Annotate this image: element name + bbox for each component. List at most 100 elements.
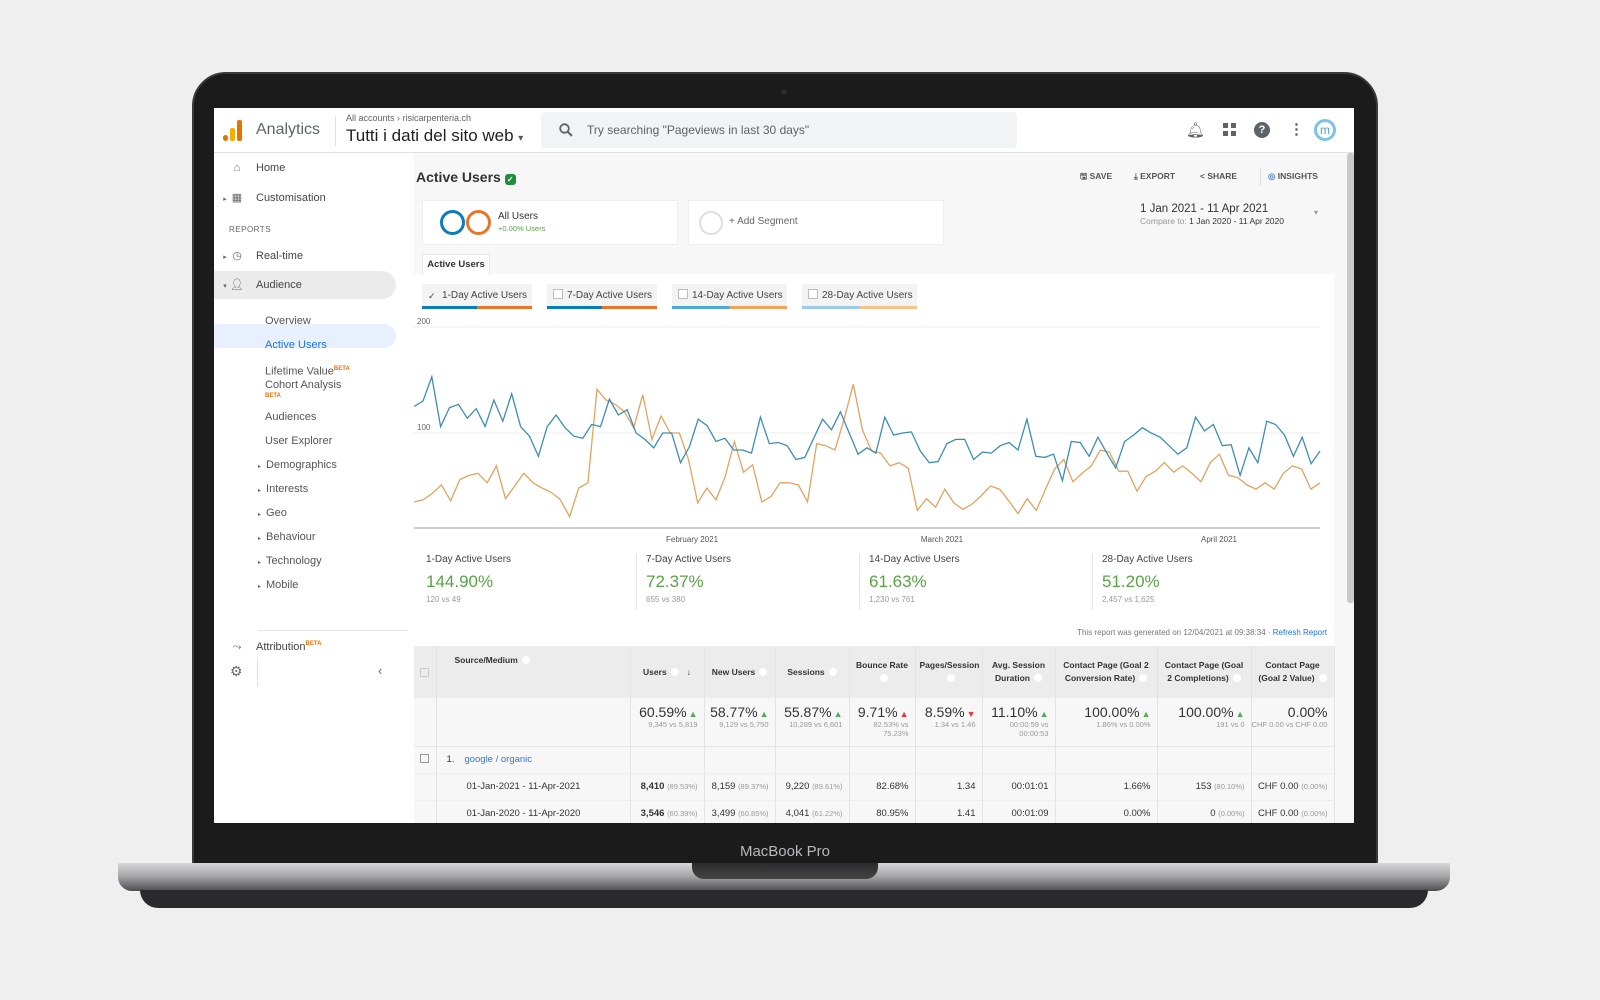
metric-chip[interactable]: 28-Day Active Users [802, 284, 917, 309]
sidebar-subitem[interactable]: ▸ Behaviour [258, 525, 316, 549]
date-range: 1 Jan 2021 - 11 Apr 2021 [1140, 203, 1269, 215]
checkbox-icon[interactable] [808, 289, 818, 299]
help-icon[interactable] [1139, 674, 1148, 682]
sidebar-subitem[interactable]: ▸ Demographics [258, 453, 337, 477]
sidebar-subitem[interactable]: Overview [265, 309, 311, 333]
total-comparison: 191 vs 0 [1216, 720, 1245, 729]
expand-arrow-icon: ▸ [258, 488, 262, 494]
sidebar-subitem[interactable]: Lifetime ValueBETA [265, 357, 350, 381]
column-header[interactable]: New Users [704, 646, 776, 698]
help-icon[interactable] [828, 667, 837, 676]
metric-chip[interactable]: 14-Day Active Users [672, 284, 787, 309]
help-icon[interactable] [1033, 674, 1042, 682]
sidebar-subitem[interactable]: Active Users [265, 333, 327, 357]
add-segment-button[interactable]: + Add Segment [688, 200, 944, 245]
help-icon[interactable] [946, 674, 955, 682]
checkbox-icon[interactable] [678, 289, 688, 299]
sidebar-item-customisation[interactable]: ▸ ▦ Customisation [220, 186, 325, 210]
insights-button[interactable]: ◎ INSIGHTS [1268, 171, 1318, 182]
help-icon[interactable]: ? [1254, 122, 1270, 138]
sidebar-item-home[interactable]: ⌂ Home [230, 156, 286, 180]
sidebar-subitem[interactable]: ▸ Geo [258, 501, 287, 525]
checkbox-icon[interactable] [553, 289, 563, 299]
gear-icon[interactable]: ⚙ [230, 663, 243, 679]
metric-cell: 3,546 (60.39%) [630, 800, 705, 823]
export-button[interactable]: ⤓ EXPORT [1134, 171, 1175, 182]
select-all-checkbox[interactable] [420, 667, 430, 677]
tab-active-users[interactable]: Active Users [422, 254, 490, 275]
cell-value: 8,410 [640, 780, 665, 792]
scrollbar[interactable] [1347, 153, 1354, 603]
cell-percent: (89.61%) [812, 781, 843, 791]
save-button[interactable]: 🖫 SAVE [1080, 171, 1112, 185]
empty-cell [1157, 746, 1252, 774]
arrow-up-icon: ▲ [899, 709, 909, 719]
bell-icon[interactable]: 🔔︎ [1186, 122, 1206, 139]
cell-value: 9,220 [785, 780, 810, 792]
column-header[interactable]: Bounce Rate [849, 646, 916, 698]
more-vert-icon[interactable]: ⋮ [1289, 121, 1304, 138]
help-icon[interactable] [759, 667, 768, 676]
cell-value: 153 [1195, 780, 1212, 792]
checkbox-checked-icon[interactable]: ✓ [428, 291, 436, 301]
search-bar[interactable]: Try searching "Pageviews in last 30 days… [541, 112, 1017, 148]
refresh-report-link[interactable]: Refresh Report [1272, 628, 1327, 637]
help-icon[interactable] [670, 667, 679, 676]
scorecard[interactable]: 14-Day Active Users 61.63% 1,230 vs 761 [869, 554, 960, 604]
column-header[interactable]: Contact Page (Goal 2 Completions) [1157, 646, 1252, 698]
column-header[interactable]: Users ↓ [630, 646, 705, 698]
cell-value: CHF 0.00 [1257, 807, 1299, 819]
label: 14-Day Active Users [692, 290, 783, 301]
sidebar-subitem[interactable]: Audiences [265, 405, 316, 429]
compare-label: Compare to: [1140, 216, 1187, 226]
help-icon[interactable] [880, 674, 888, 682]
column-label: Pages/Session [919, 660, 980, 670]
sidebar-item-realtime[interactable]: ▸ ◷ Real-time [220, 244, 303, 268]
date-dropdown-caret-icon[interactable]: ▾ [1314, 208, 1319, 217]
scorecard-sub: 120 vs 49 [426, 595, 461, 604]
apps-grid-icon[interactable] [1223, 123, 1236, 136]
sidebar-subitem[interactable]: User Explorer [265, 429, 332, 453]
scorecard[interactable]: 1-Day Active Users 144.90% 120 vs 49 [426, 554, 511, 604]
help-icon[interactable] [1232, 674, 1241, 682]
sidebar-item-audience[interactable]: ▾ 👤︎ Audience [220, 273, 302, 297]
segment-all-users[interactable]: All Users +0.00% Users [422, 200, 678, 245]
source-link[interactable]: google / organic [464, 753, 533, 765]
column-header[interactable]: Avg. Session Duration [982, 646, 1056, 698]
expand-arrow-icon: ▸ [223, 254, 227, 261]
column-header[interactable]: Pages/Session [915, 646, 983, 698]
x-tick-label: February 2021 [666, 535, 719, 544]
row-checkbox[interactable] [420, 754, 430, 764]
help-icon[interactable] [521, 656, 530, 664]
series-underline [802, 306, 917, 309]
series-underline [422, 306, 532, 309]
date-range-picker[interactable]: 1 Jan 2021 - 11 Apr 2021 Compare to: 1 J… [1140, 203, 1284, 226]
scorecard[interactable]: 28-Day Active Users 51.20% 2,457 vs 1,625 [1102, 554, 1193, 604]
scorecard-label: 7-Day Active Users [646, 554, 732, 565]
sidebar-subitem[interactable]: ▸ Technology [258, 549, 322, 573]
clock-icon: ◷ [232, 250, 242, 262]
column-header[interactable]: Sessions [775, 646, 850, 698]
metric-chip[interactable]: ✓ 1-Day Active Users [422, 284, 532, 309]
empty-cell [414, 773, 437, 801]
column-header[interactable]: Source/Medium [436, 646, 631, 698]
column-header[interactable]: Contact Page (Goal 2 Value) [1251, 646, 1335, 698]
scorecard[interactable]: 7-Day Active Users 72.37% 655 vs 380 [646, 554, 731, 604]
help-icon[interactable] [1318, 674, 1327, 682]
metric-chip[interactable]: 7-Day Active Users [547, 284, 657, 309]
avatar[interactable]: m [1314, 119, 1336, 141]
total-cell: 8.59% ▼ 1.34 vs 1.46 [915, 698, 983, 747]
sidebar-item-attribution[interactable]: ⤳ AttributionBETA [230, 632, 322, 656]
sidebar-subitem[interactable]: Cohort Analysis BETA [265, 377, 341, 401]
column-header[interactable]: Contact Page (Goal 2 Conversion Rate) [1055, 646, 1158, 698]
sidebar-subitem[interactable]: ▸ Interests [258, 477, 308, 501]
sort-desc-arrow-icon[interactable]: ↓ [686, 666, 691, 677]
breadcrumb[interactable]: All accounts › risicarpenteria.ch [346, 113, 472, 123]
property-selector[interactable]: Tutti i dati del sito web ▾ [346, 126, 523, 146]
sidebar-subitem[interactable]: ▸ Mobile [258, 573, 298, 597]
share-button[interactable]: < SHARE [1200, 171, 1237, 181]
collapse-sidebar-chevron-icon[interactable]: ‹ [378, 663, 383, 678]
device-label: MacBook Pro [739, 843, 831, 860]
column-label: Contact Page (Goal 2 Conversion Rate) [1063, 660, 1149, 683]
metric-cell: 1.34 [915, 773, 983, 801]
